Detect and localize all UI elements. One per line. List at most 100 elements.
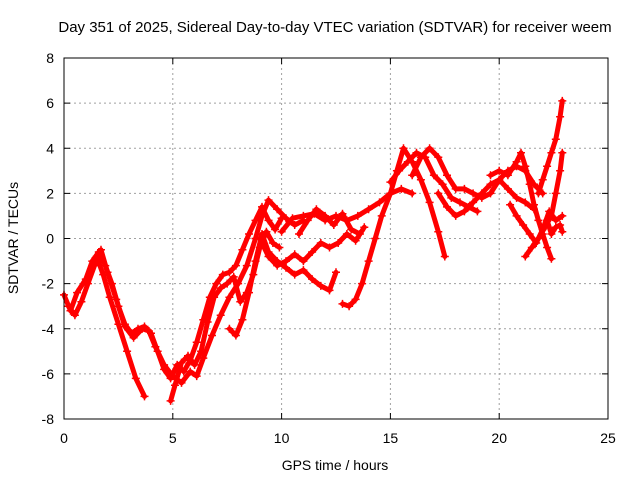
x-tick-label: 25 (600, 430, 616, 446)
data-point-marker (438, 180, 447, 189)
data-point-marker (443, 171, 451, 180)
data-point-marker (231, 261, 240, 270)
data-point-marker (216, 311, 225, 320)
data-point-marker (112, 295, 121, 304)
data-point-marker (264, 216, 273, 225)
x-axis-label: GPS time / hours (282, 457, 389, 473)
data-point-marker (123, 347, 132, 356)
data-point-marker (525, 230, 534, 238)
data-point-marker (425, 144, 434, 153)
data-point-marker (521, 252, 530, 261)
data-point-marker (251, 257, 260, 266)
data-point-marker (371, 234, 380, 243)
data-point-marker (258, 211, 266, 220)
data-point-marker (558, 96, 567, 105)
data-point-marker (212, 279, 221, 288)
data-point-marker (386, 189, 395, 198)
data-point-marker (547, 254, 556, 263)
data-point-marker (262, 227, 271, 236)
data-point-marker (443, 202, 451, 211)
data-point-marker (527, 243, 536, 252)
data-point-marker (255, 234, 264, 243)
data-point-marker (332, 268, 340, 277)
data-point-marker (486, 189, 495, 198)
data-point-marker (534, 234, 543, 243)
data-point-marker (144, 327, 153, 335)
y-tick-label: -6 (42, 366, 55, 382)
data-point-marker (177, 378, 186, 387)
data-point-marker (273, 205, 282, 214)
x-tick-label: 5 (169, 430, 177, 446)
data-point-marker (360, 223, 369, 232)
data-point-marker (512, 193, 521, 202)
data-point-marker (223, 279, 232, 288)
data-point-marker (440, 252, 449, 261)
data-point-marker (316, 239, 325, 247)
data-point-marker (399, 144, 408, 153)
data-point-marker (486, 180, 495, 189)
data-point-marker (120, 322, 129, 331)
y-tick-label: -2 (42, 276, 55, 292)
data-point-marker (131, 374, 140, 383)
data-point-marker (236, 297, 245, 306)
data-point-marker (519, 221, 528, 229)
data-point-marker (166, 396, 175, 405)
x-tick-label: 0 (60, 430, 68, 446)
data-point-marker (521, 198, 530, 207)
data-point-marker (275, 243, 284, 252)
data-point-marker (203, 318, 212, 326)
x-tick-label: 20 (491, 430, 507, 446)
data-point-marker (355, 230, 364, 238)
data-point-marker (186, 367, 195, 376)
data-point-marker (547, 230, 556, 238)
data-point-marker (321, 211, 330, 220)
data-point-marker (329, 221, 338, 229)
data-point-marker (353, 211, 362, 220)
data-point-marker (451, 184, 460, 193)
data-point-marker (408, 189, 417, 198)
data-point-marker (534, 216, 543, 225)
series-trace-sat-h (296, 206, 363, 237)
data-point-marker (83, 279, 92, 288)
data-point-marker (295, 230, 303, 238)
data-point-marker (271, 225, 280, 234)
data-point-marker (184, 351, 192, 360)
data-point-marker (451, 211, 460, 220)
data-point-marker (375, 198, 384, 207)
data-point-marker (308, 248, 317, 256)
y-tick-label: 0 (46, 231, 54, 247)
data-point-marker (477, 189, 486, 198)
data-point-marker (517, 148, 525, 157)
data-point-marker (325, 243, 334, 252)
data-point-marker (97, 245, 105, 254)
data-point-marker (268, 239, 277, 247)
chart-title: Day 351 of 2025, Sidereal Day-to-day VTE… (58, 19, 611, 36)
data-point-marker (190, 360, 199, 369)
data-point-marker (334, 239, 343, 247)
data-point-marker (225, 268, 234, 277)
data-point-marker (495, 175, 504, 184)
data-point-marker (238, 245, 247, 254)
data-point-marker (351, 295, 360, 304)
data-point-marker (303, 216, 312, 225)
data-point-marker (551, 189, 560, 198)
data-point-marker (160, 360, 169, 369)
data-point-marker (282, 263, 290, 272)
data-point-marker (547, 148, 556, 157)
data-point-marker (460, 207, 469, 216)
data-point-marker (543, 216, 552, 225)
data-point-marker (338, 299, 347, 308)
data-point-marker (129, 333, 138, 342)
data-point-marker (338, 209, 347, 218)
data-point-marker (345, 302, 354, 311)
data-point-marker (138, 324, 147, 333)
data-point-marker (460, 184, 469, 193)
data-point-marker (277, 227, 286, 236)
data-point-marker (177, 358, 186, 367)
y-axis-label: SDTVAR / TECUs (5, 182, 21, 294)
data-point-marker (312, 205, 321, 214)
data-point-marker (192, 338, 201, 347)
data-point-marker (264, 196, 273, 205)
data-point-marker (543, 243, 552, 252)
x-tick-label: 10 (274, 430, 290, 446)
